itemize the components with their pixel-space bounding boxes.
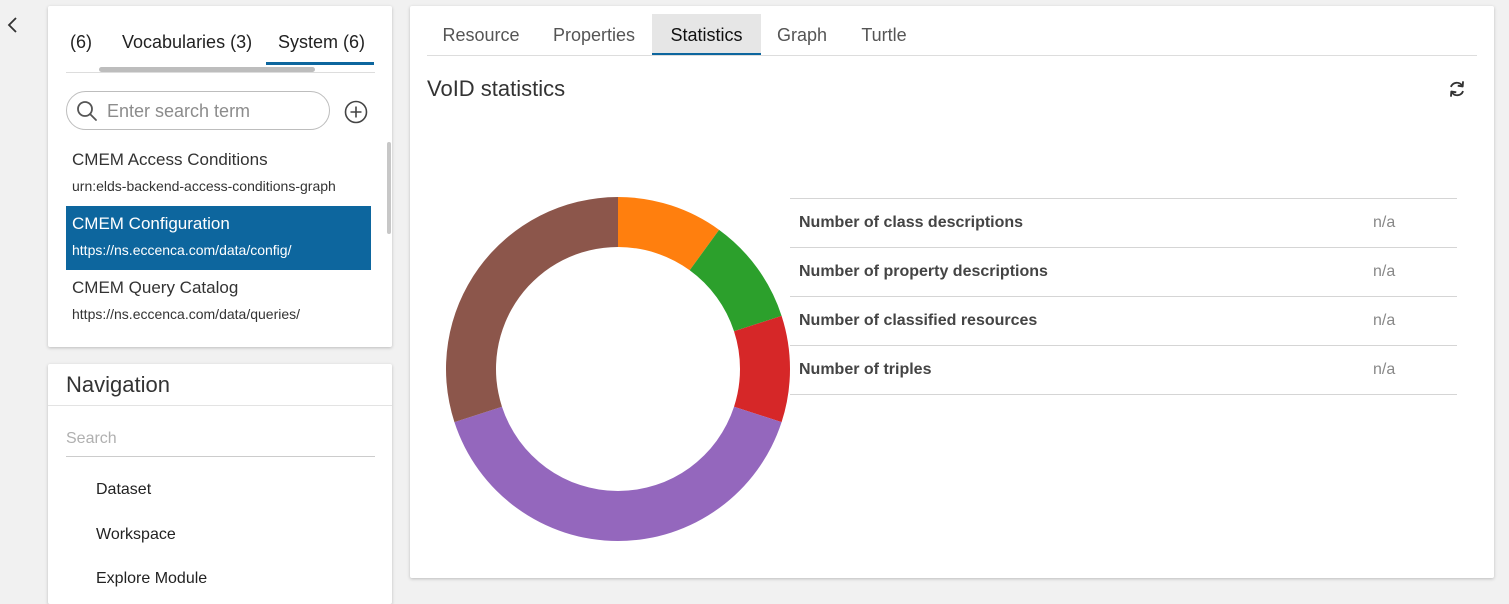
donut-slice[interactable] bbox=[689, 229, 782, 332]
graph-uri: urn:elds-backend-access-conditions-graph bbox=[72, 178, 336, 194]
graph-name: CMEM Access Conditions bbox=[72, 150, 268, 169]
void-stats-table: Number of class descriptions n/a Number … bbox=[790, 198, 1457, 395]
chevron-left-icon[interactable] bbox=[4, 14, 20, 36]
tabs-divider bbox=[427, 55, 1477, 56]
stats-value: n/a bbox=[1373, 214, 1396, 231]
donut-slice[interactable] bbox=[454, 406, 782, 541]
graph-list: CMEM Access Conditions urn:elds-backend-… bbox=[66, 142, 371, 334]
tabs-scrollbar[interactable] bbox=[99, 67, 315, 72]
donut-slice[interactable] bbox=[618, 197, 720, 271]
graph-uri: https://ns.eccenca.com/data/config/ bbox=[72, 242, 292, 258]
graph-list-item[interactable]: CMEM Query Catalog https://ns.eccenca.co… bbox=[66, 270, 371, 334]
active-tab-indicator bbox=[266, 62, 374, 65]
stats-row: Number of class descriptions n/a bbox=[790, 198, 1457, 247]
tab-graph[interactable]: Graph bbox=[776, 25, 828, 45]
graph-search-input[interactable] bbox=[107, 98, 317, 124]
nav-item-explore-module[interactable]: Explore Module bbox=[96, 570, 208, 587]
refresh-icon[interactable] bbox=[1446, 78, 1468, 100]
donut-slice[interactable] bbox=[734, 315, 790, 423]
navigation-panel: Navigation Dataset Workspace Explore Mod… bbox=[48, 364, 392, 604]
stats-value: n/a bbox=[1373, 263, 1396, 280]
add-circle-icon[interactable] bbox=[344, 100, 368, 124]
stats-row: Number of classified resources n/a bbox=[790, 296, 1457, 345]
tab-turtle[interactable]: Turtle bbox=[861, 25, 907, 45]
graph-uri: https://ns.eccenca.com/data/queries/ bbox=[72, 306, 301, 322]
tab-statistics[interactable]: Statistics bbox=[652, 14, 761, 56]
tab-all-graphs[interactable]: (6) bbox=[70, 32, 92, 52]
stats-label: Number of triples bbox=[799, 361, 932, 378]
tab-vocabularies[interactable]: Vocabularies (3) bbox=[122, 32, 253, 52]
stats-value: n/a bbox=[1373, 361, 1396, 378]
graph-name: CMEM Query Catalog bbox=[72, 278, 239, 297]
tabs-divider bbox=[66, 72, 375, 73]
graph-list-panel: (6) Vocabularies (3) System (6) CMEM Acc… bbox=[48, 6, 392, 347]
graph-name: CMEM Configuration bbox=[72, 214, 230, 233]
tab-resource[interactable]: Resource bbox=[442, 25, 520, 45]
navigation-search-input[interactable] bbox=[66, 422, 375, 457]
search-icon bbox=[77, 101, 97, 121]
graph-category-tabs: (6) Vocabularies (3) System (6) bbox=[66, 32, 375, 72]
graph-search-box bbox=[66, 91, 330, 130]
navigation-divider bbox=[48, 405, 392, 406]
stats-label: Number of classified resources bbox=[799, 312, 1038, 329]
stats-row: Number of property descriptions n/a bbox=[790, 247, 1457, 296]
tab-properties[interactable]: Properties bbox=[552, 25, 636, 45]
stats-row: Number of triples n/a bbox=[790, 345, 1457, 395]
donut-slice[interactable] bbox=[446, 197, 618, 423]
graph-list-item-selected[interactable]: CMEM Configuration https://ns.eccenca.co… bbox=[66, 206, 371, 270]
nav-item-workspace[interactable]: Workspace bbox=[96, 526, 176, 543]
nav-item-dataset[interactable]: Dataset bbox=[96, 481, 152, 498]
graph-list-item[interactable]: CMEM Access Conditions urn:elds-backend-… bbox=[66, 142, 371, 206]
void-donut-chart bbox=[446, 197, 790, 541]
stats-value: n/a bbox=[1373, 312, 1396, 329]
main-panel: Resource Properties Statistics Graph Tur… bbox=[410, 6, 1494, 578]
stats-label: Number of property descriptions bbox=[799, 263, 1048, 280]
tab-system[interactable]: System (6) bbox=[278, 32, 366, 52]
section-title: VoID statistics bbox=[427, 76, 566, 101]
stats-label: Number of class descriptions bbox=[799, 214, 1024, 231]
graph-list-scrollbar[interactable] bbox=[387, 142, 391, 234]
resource-tabs: Resource Properties Statistics Graph Tur… bbox=[427, 14, 1477, 56]
navigation-title: Navigation bbox=[66, 372, 170, 397]
